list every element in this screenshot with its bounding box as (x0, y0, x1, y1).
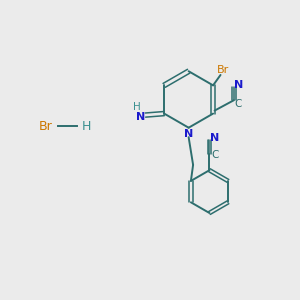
Text: C: C (211, 150, 218, 160)
Text: N: N (184, 129, 193, 139)
Text: H: H (133, 102, 140, 112)
Text: C: C (235, 99, 242, 109)
Text: Br: Br (217, 64, 229, 75)
Text: N: N (210, 133, 219, 142)
Text: Br: Br (39, 120, 53, 133)
Text: N: N (234, 80, 243, 90)
Text: H: H (81, 120, 91, 133)
Text: N: N (136, 112, 145, 122)
